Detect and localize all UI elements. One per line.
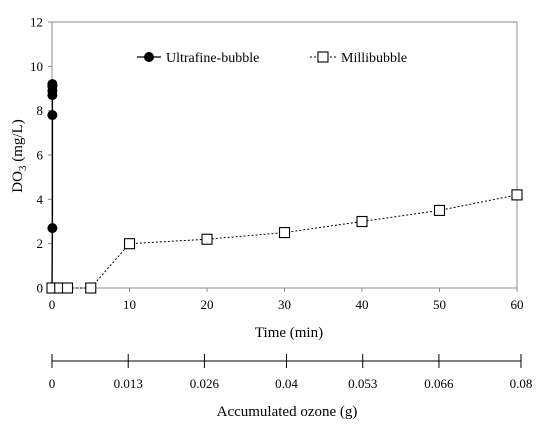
x-tick-label: 40 <box>356 297 369 312</box>
series-layer <box>46 79 523 294</box>
x-tick-label: 0 <box>49 297 56 312</box>
secondary-tick-label: 0.066 <box>424 376 454 391</box>
legend-item-ultrafine-bubble: Ultrafine-bubble <box>137 51 259 66</box>
y-tick-label: 12 <box>30 15 43 30</box>
x-tick-label: 10 <box>123 297 136 312</box>
data-point-ultrafine-bubble <box>47 110 58 121</box>
x-tick-label: 60 <box>511 297 524 312</box>
legend-item-millibubble: Millibubble <box>310 51 407 66</box>
secondary-tick-label: 0.013 <box>114 376 143 391</box>
data-point-millibubble <box>511 189 523 201</box>
secondary-tick-label: 0.08 <box>510 376 533 391</box>
secondary-tick-label: 0.053 <box>348 376 377 391</box>
x-axis: 0 10 20 30 40 50 60 <box>49 288 524 312</box>
y-tick-label: 2 <box>37 236 44 251</box>
legend-marker-millibubble <box>317 51 329 63</box>
y-tick-label: 10 <box>30 59 43 74</box>
data-point-ultrafine-bubble <box>47 223 58 234</box>
data-point-millibubble <box>356 215 368 228</box>
secondary-axis-label: Accumulated ozone (g) <box>217 404 358 420</box>
y-tick-label: 0 <box>37 281 44 296</box>
legend-label-millibubble: Millibubble <box>341 51 407 66</box>
data-point-millibubble <box>61 282 74 294</box>
data-point-millibubble <box>201 233 213 245</box>
data-point-millibubble <box>278 227 291 239</box>
data-point-millibubble <box>123 238 136 250</box>
secondary-tick-label: 0.026 <box>190 376 220 391</box>
data-point-ultrafine-bubble <box>47 79 58 90</box>
data-point-millibubble <box>85 282 97 294</box>
secondary-tick-label: 0.04 <box>275 376 298 391</box>
secondary-axis: 0 0.013 0.026 0.04 0.053 0.066 0.08 Accumulate… <box>49 354 533 420</box>
legend-marker-ultrafine <box>144 52 154 62</box>
series-line-millibubble <box>52 194 518 289</box>
y-axis-label: DO3 (mg/L) <box>10 119 29 192</box>
y-axis: 0 2 4 6 8 10 12 <box>30 15 52 296</box>
secondary-tick-label: 0 <box>49 376 56 391</box>
data-point-millibubble <box>433 204 446 216</box>
x-tick-label: 50 <box>433 297 446 312</box>
y-tick-label: 6 <box>37 148 44 163</box>
y-tick-label: 8 <box>37 103 44 118</box>
y-tick-label: 4 <box>37 192 44 207</box>
legend-label-ultrafine: Ultrafine-bubble <box>166 51 259 66</box>
secondary-axis-ticks: 0 0.013 0.026 0.04 0.053 0.066 0.08 <box>49 354 533 391</box>
plot-area <box>51 21 518 289</box>
x-axis-label: Time (min) <box>255 325 323 341</box>
x-tick-label: 30 <box>278 297 291 312</box>
legend: Ultrafine-bubble Millibubble <box>137 51 407 66</box>
x-tick-label: 20 <box>201 297 214 312</box>
